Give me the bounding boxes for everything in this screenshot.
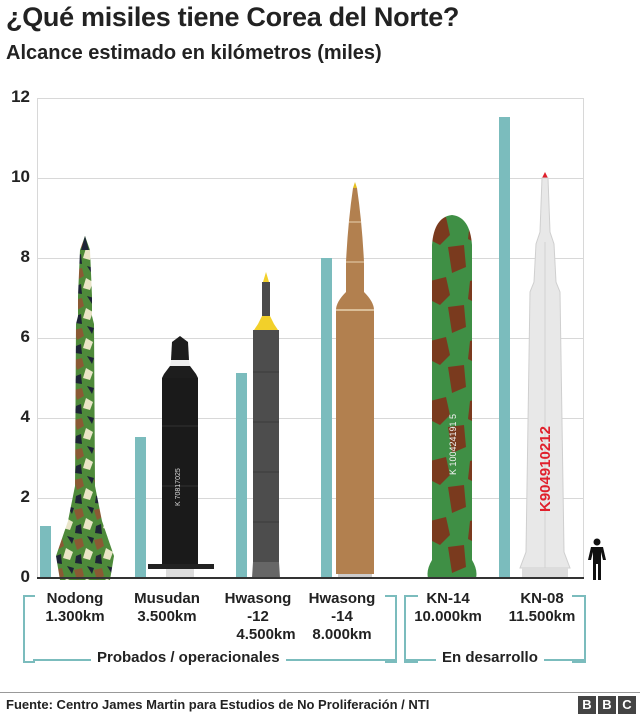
bbc-logo-letter: B — [578, 696, 596, 714]
bbc-logo-letter: C — [618, 696, 636, 714]
bracket-tested-left — [23, 595, 35, 663]
hwasong-12-missile-icon — [252, 272, 280, 578]
gridline — [37, 178, 583, 179]
y-tick-8: 8 — [20, 247, 30, 266]
missile-name: KN-08 — [520, 590, 564, 607]
bbc-logo-letter: B — [598, 696, 616, 714]
missile-range: 3.500km — [137, 608, 197, 625]
chart-title: ¿Qué misiles tiene Corea del Norte? — [6, 2, 460, 32]
hwasong-14-missile-icon — [336, 182, 374, 578]
musudan-missile-icon: K 70817025 — [148, 336, 214, 577]
missile-range: 4.500km — [236, 626, 296, 643]
x-axis-baseline — [37, 577, 584, 579]
y-tick-12: 12 — [11, 87, 30, 106]
label-nodong: Nodong 1.300km — [40, 590, 110, 626]
missile-range: 8.000km — [312, 626, 372, 643]
bar-hwasong-12 — [236, 373, 247, 578]
gridline — [37, 498, 583, 499]
group-label-developing: En desarrollo — [436, 649, 544, 666]
label-hwasong-12: Hwasong -12 4.500km — [216, 590, 300, 644]
missile-name: Hwasong — [308, 590, 376, 607]
kn-08-serial: K904910212 — [537, 426, 554, 512]
gridline — [37, 338, 583, 339]
gridline — [37, 98, 583, 99]
gridline — [37, 258, 583, 259]
missile-name: Musudan — [134, 590, 200, 607]
kn-14-missile-icon: K 100424191 5 — [427, 215, 477, 578]
bracket-tested-right — [385, 595, 397, 663]
bar-kn-08 — [499, 117, 510, 578]
footer-divider — [0, 692, 640, 693]
missile-name: KN-14 — [426, 590, 470, 607]
kn-08-missile-icon: K904910212 — [519, 172, 571, 578]
bracket-developing-left — [404, 595, 418, 663]
label-kn-08: KN-08 11.500km — [502, 590, 582, 626]
right-border-line — [583, 98, 584, 578]
y-axis-line — [37, 98, 38, 578]
group-label-tested: Probados / operacionales — [91, 649, 286, 666]
y-tick-6: 6 — [20, 327, 30, 346]
missile-name: Nodong — [46, 590, 104, 607]
musudan-serial: K 70817025 — [175, 468, 182, 506]
source-text: Fuente: Centro James Martin para Estudio… — [6, 697, 430, 712]
label-kn-14: KN-14 10.000km — [408, 590, 488, 626]
y-tick-10: 10 — [11, 167, 30, 186]
y-tick-2: 2 — [20, 487, 30, 506]
kn-14-serial: K 100424191 5 — [448, 414, 458, 475]
y-tick-4: 4 — [20, 407, 30, 426]
missile-range: 11.500km — [508, 608, 576, 625]
missile-name: Hwasong — [224, 590, 292, 607]
gridline — [37, 418, 583, 419]
missile-name-suffix: -14 — [331, 608, 353, 625]
person-scale-icon — [588, 538, 606, 580]
bbc-logo: B B C — [578, 696, 636, 714]
bracket-developing-right — [572, 595, 586, 663]
missile-range: 1.300km — [45, 608, 105, 625]
nodong-missile-icon — [56, 236, 114, 580]
label-musudan: Musudan 3.500km — [127, 590, 207, 626]
label-hwasong-14: Hwasong -14 8.000km — [300, 590, 384, 644]
bar-nodong — [40, 526, 51, 578]
missile-name-suffix: -12 — [247, 608, 269, 625]
y-tick-0: 0 — [20, 567, 30, 586]
chart-subtitle: Alcance estimado en kilómetros (miles) — [6, 42, 382, 64]
missile-range: 10.000km — [414, 608, 482, 625]
bar-hwasong-14 — [321, 258, 332, 578]
bar-musudan — [135, 437, 146, 578]
